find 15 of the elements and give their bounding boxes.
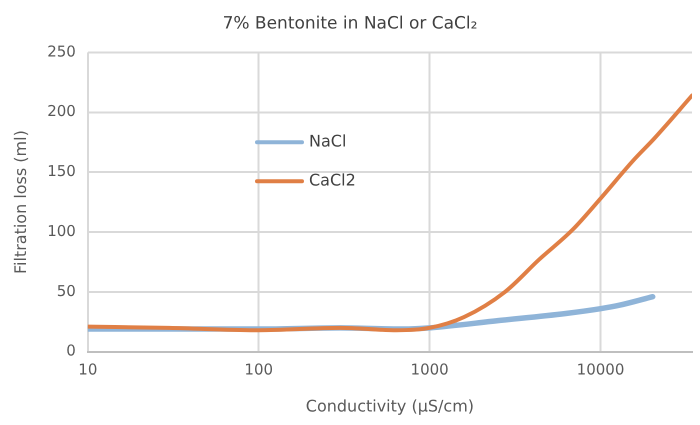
y-tick-label: 0 [66,342,76,360]
y-tick-label: 200 [47,102,76,120]
x-axis-title: Conductivity (µS/cm) [306,396,474,416]
y-tick-label: 100 [47,222,76,240]
legend-label: CaCl2 [309,170,356,190]
y-tick-label: 150 [47,162,76,180]
x-tick-label: 10000 [576,360,624,379]
y-tick-label: 250 [47,42,76,60]
y-axis-title: Filtration loss (ml) [10,130,30,274]
x-tick-label: 10 [78,360,98,379]
chart-title: 7% Bentonite in NaCl or CaCl₂ [222,14,478,34]
x-tick-label: 100 [244,360,274,379]
legend-label: NaCl [309,131,346,150]
x-tick-label: 1000 [410,360,449,379]
y-tick-label: 50 [56,282,76,300]
